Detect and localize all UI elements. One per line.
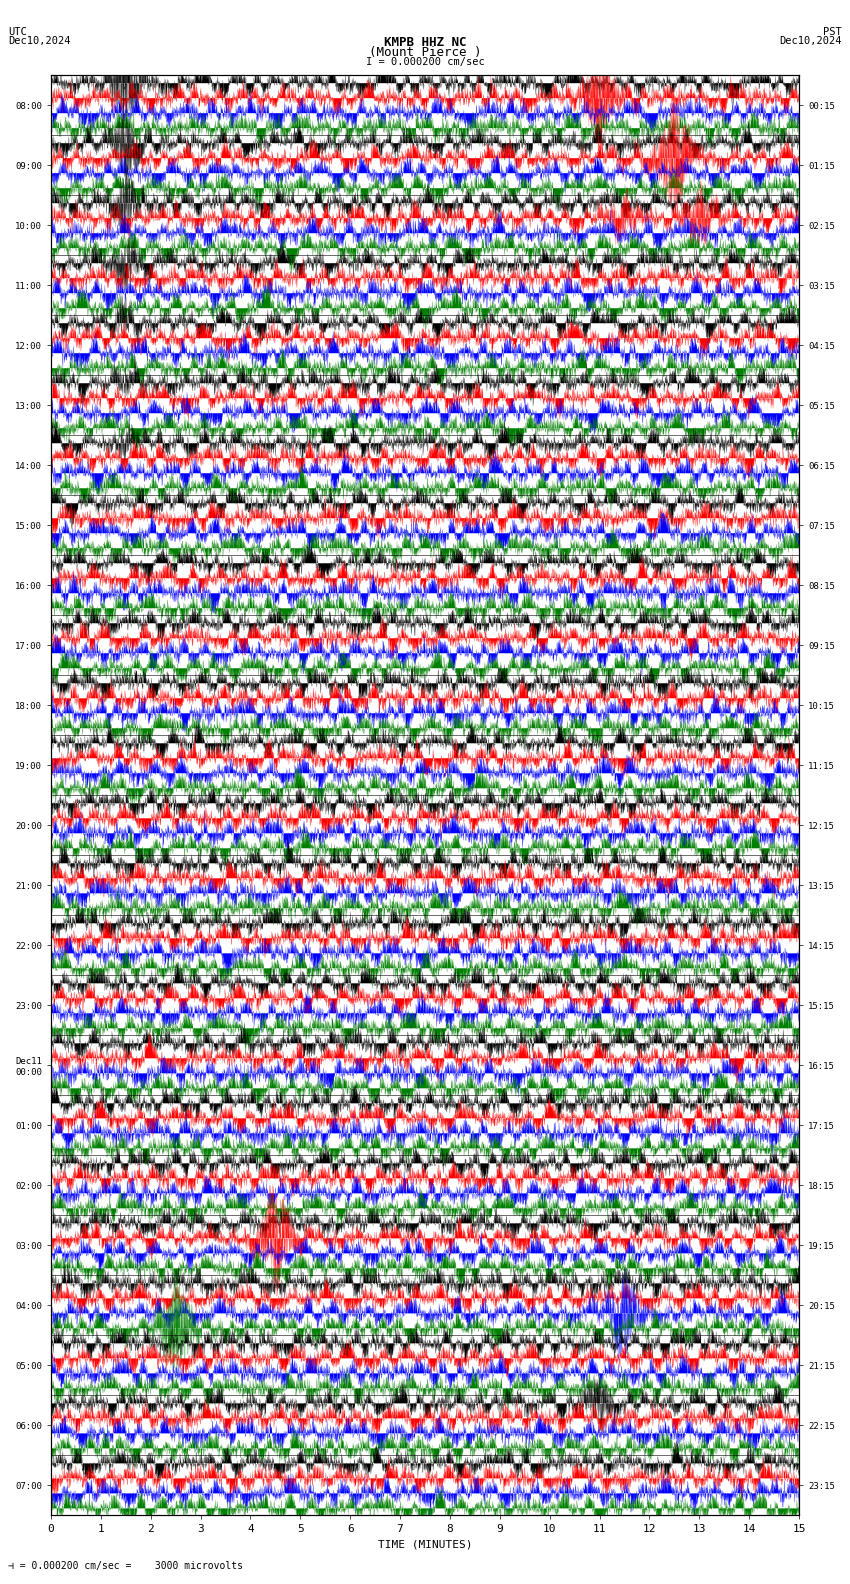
Text: Dec10,2024: Dec10,2024	[779, 36, 842, 46]
X-axis label: TIME (MINUTES): TIME (MINUTES)	[377, 1540, 473, 1551]
Text: PST: PST	[823, 27, 842, 36]
Text: UTC: UTC	[8, 27, 27, 36]
Text: ⊣ = 0.000200 cm/sec =    3000 microvolts: ⊣ = 0.000200 cm/sec = 3000 microvolts	[8, 1562, 243, 1571]
Text: Dec10,2024: Dec10,2024	[8, 36, 71, 46]
Text: (Mount Pierce ): (Mount Pierce )	[369, 46, 481, 59]
Text: KMPB HHZ NC: KMPB HHZ NC	[383, 36, 467, 49]
Text: I = 0.000200 cm/sec: I = 0.000200 cm/sec	[366, 57, 484, 67]
